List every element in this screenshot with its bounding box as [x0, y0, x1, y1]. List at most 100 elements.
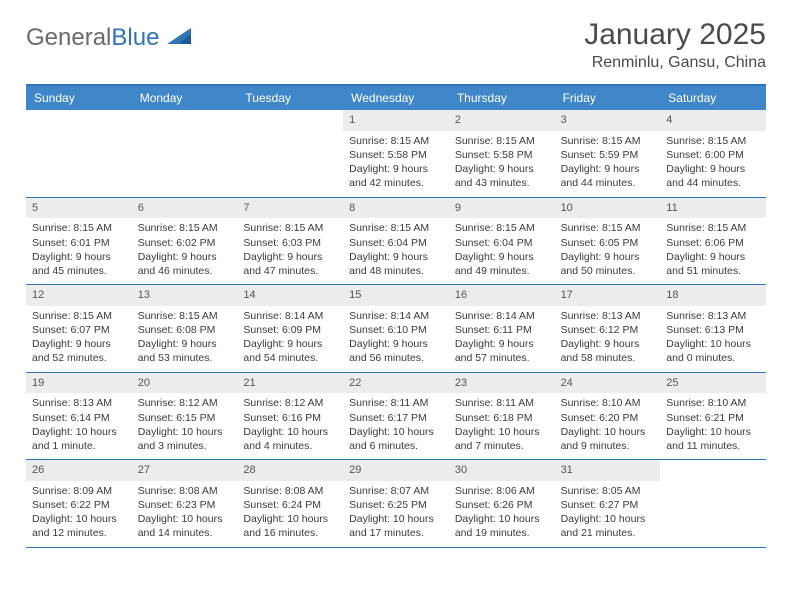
- sunset-line: Sunset: 5:58 PM: [349, 148, 443, 162]
- sunrise-line: Sunrise: 8:08 AM: [138, 484, 232, 498]
- day-number: 14: [237, 285, 343, 306]
- daylight-line: Daylight: 9 hours: [561, 162, 655, 176]
- sunset-line: Sunset: 6:23 PM: [138, 498, 232, 512]
- sunset-line: Sunset: 6:15 PM: [138, 411, 232, 425]
- sunrise-line: Sunrise: 8:13 AM: [561, 309, 655, 323]
- sunrise-line: Sunrise: 8:15 AM: [138, 309, 232, 323]
- logo-triangle-icon: [167, 26, 193, 51]
- daylight-line: and 11 minutes.: [666, 439, 760, 453]
- day-number: 23: [449, 373, 555, 394]
- day-cell: 1Sunrise: 8:15 AMSunset: 5:58 PMDaylight…: [343, 110, 449, 197]
- sunset-line: Sunset: 6:24 PM: [243, 498, 337, 512]
- sunrise-line: Sunrise: 8:14 AM: [455, 309, 549, 323]
- daylight-line: Daylight: 10 hours: [32, 512, 126, 526]
- daylight-line: and 44 minutes.: [666, 176, 760, 190]
- sunset-line: Sunset: 6:04 PM: [455, 236, 549, 250]
- daylight-line: Daylight: 9 hours: [349, 337, 443, 351]
- daylight-line: and 4 minutes.: [243, 439, 337, 453]
- sunrise-line: Sunrise: 8:15 AM: [666, 221, 760, 235]
- sunrise-line: Sunrise: 8:10 AM: [561, 396, 655, 410]
- weekday-header: Thursday: [449, 86, 555, 110]
- day-number: 24: [555, 373, 661, 394]
- sunset-line: Sunset: 6:08 PM: [138, 323, 232, 337]
- daylight-line: Daylight: 9 hours: [32, 250, 126, 264]
- sunset-line: Sunset: 6:17 PM: [349, 411, 443, 425]
- header: GeneralBlue January 2025 Renminlu, Gansu…: [26, 18, 766, 72]
- daylight-line: and 45 minutes.: [32, 264, 126, 278]
- sunset-line: Sunset: 6:09 PM: [243, 323, 337, 337]
- daylight-line: Daylight: 9 hours: [455, 250, 549, 264]
- sunset-line: Sunset: 6:03 PM: [243, 236, 337, 250]
- day-cell: 11Sunrise: 8:15 AMSunset: 6:06 PMDayligh…: [660, 198, 766, 285]
- location-subtitle: Renminlu, Gansu, China: [584, 54, 766, 72]
- daylight-line: and 16 minutes.: [243, 526, 337, 540]
- daylight-line: Daylight: 10 hours: [666, 425, 760, 439]
- day-cell: 2Sunrise: 8:15 AMSunset: 5:58 PMDaylight…: [449, 110, 555, 197]
- sunset-line: Sunset: 5:58 PM: [455, 148, 549, 162]
- daylight-line: and 47 minutes.: [243, 264, 337, 278]
- sunrise-line: Sunrise: 8:15 AM: [455, 134, 549, 148]
- daylight-line: and 21 minutes.: [561, 526, 655, 540]
- day-number: 25: [660, 373, 766, 394]
- daylight-line: Daylight: 9 hours: [561, 250, 655, 264]
- daylight-line: Daylight: 9 hours: [32, 337, 126, 351]
- day-cell: 17Sunrise: 8:13 AMSunset: 6:12 PMDayligh…: [555, 285, 661, 372]
- day-number: 20: [132, 373, 238, 394]
- day-cell: 16Sunrise: 8:14 AMSunset: 6:11 PMDayligh…: [449, 285, 555, 372]
- day-number: 11: [660, 198, 766, 219]
- daylight-line: and 58 minutes.: [561, 351, 655, 365]
- day-cell: 18Sunrise: 8:13 AMSunset: 6:13 PMDayligh…: [660, 285, 766, 372]
- daylight-line: Daylight: 10 hours: [243, 512, 337, 526]
- weekday-header: Saturday: [660, 86, 766, 110]
- day-number: 28: [237, 460, 343, 481]
- day-cell: [132, 110, 238, 197]
- sunset-line: Sunset: 6:06 PM: [666, 236, 760, 250]
- month-title: January 2025: [584, 18, 766, 52]
- week-row: 26Sunrise: 8:09 AMSunset: 6:22 PMDayligh…: [26, 460, 766, 548]
- sunrise-line: Sunrise: 8:15 AM: [561, 134, 655, 148]
- sunrise-line: Sunrise: 8:15 AM: [455, 221, 549, 235]
- daylight-line: and 49 minutes.: [455, 264, 549, 278]
- day-cell: 15Sunrise: 8:14 AMSunset: 6:10 PMDayligh…: [343, 285, 449, 372]
- daylight-line: and 19 minutes.: [455, 526, 549, 540]
- day-cell: 26Sunrise: 8:09 AMSunset: 6:22 PMDayligh…: [26, 460, 132, 547]
- daylight-line: and 1 minute.: [32, 439, 126, 453]
- daylight-line: and 50 minutes.: [561, 264, 655, 278]
- sunrise-line: Sunrise: 8:15 AM: [243, 221, 337, 235]
- week-row: 5Sunrise: 8:15 AMSunset: 6:01 PMDaylight…: [26, 198, 766, 286]
- daylight-line: and 7 minutes.: [455, 439, 549, 453]
- weeks-container: 1Sunrise: 8:15 AMSunset: 5:58 PMDaylight…: [26, 110, 766, 548]
- daylight-line: Daylight: 10 hours: [666, 337, 760, 351]
- day-cell: 22Sunrise: 8:11 AMSunset: 6:17 PMDayligh…: [343, 373, 449, 460]
- sunset-line: Sunset: 6:22 PM: [32, 498, 126, 512]
- weekday-header: Wednesday: [343, 86, 449, 110]
- day-cell: 8Sunrise: 8:15 AMSunset: 6:04 PMDaylight…: [343, 198, 449, 285]
- weekday-header: Monday: [132, 86, 238, 110]
- sunset-line: Sunset: 6:02 PM: [138, 236, 232, 250]
- daylight-line: and 14 minutes.: [138, 526, 232, 540]
- sunset-line: Sunset: 6:21 PM: [666, 411, 760, 425]
- daylight-line: and 52 minutes.: [32, 351, 126, 365]
- daylight-line: and 0 minutes.: [666, 351, 760, 365]
- weekday-header-row: Sunday Monday Tuesday Wednesday Thursday…: [26, 86, 766, 110]
- sunset-line: Sunset: 6:16 PM: [243, 411, 337, 425]
- sunset-line: Sunset: 6:11 PM: [455, 323, 549, 337]
- logo: GeneralBlue: [26, 24, 193, 52]
- day-number: 12: [26, 285, 132, 306]
- daylight-line: and 46 minutes.: [138, 264, 232, 278]
- day-cell: 24Sunrise: 8:10 AMSunset: 6:20 PMDayligh…: [555, 373, 661, 460]
- day-number: 6: [132, 198, 238, 219]
- weekday-header: Tuesday: [237, 86, 343, 110]
- daylight-line: Daylight: 10 hours: [138, 512, 232, 526]
- sunset-line: Sunset: 6:04 PM: [349, 236, 443, 250]
- sunrise-line: Sunrise: 8:06 AM: [455, 484, 549, 498]
- day-cell: 27Sunrise: 8:08 AMSunset: 6:23 PMDayligh…: [132, 460, 238, 547]
- daylight-line: Daylight: 9 hours: [138, 250, 232, 264]
- week-row: 1Sunrise: 8:15 AMSunset: 5:58 PMDaylight…: [26, 110, 766, 198]
- daylight-line: and 43 minutes.: [455, 176, 549, 190]
- sunrise-line: Sunrise: 8:10 AM: [666, 396, 760, 410]
- sunset-line: Sunset: 5:59 PM: [561, 148, 655, 162]
- day-number: 15: [343, 285, 449, 306]
- day-cell: 14Sunrise: 8:14 AMSunset: 6:09 PMDayligh…: [237, 285, 343, 372]
- day-cell: 29Sunrise: 8:07 AMSunset: 6:25 PMDayligh…: [343, 460, 449, 547]
